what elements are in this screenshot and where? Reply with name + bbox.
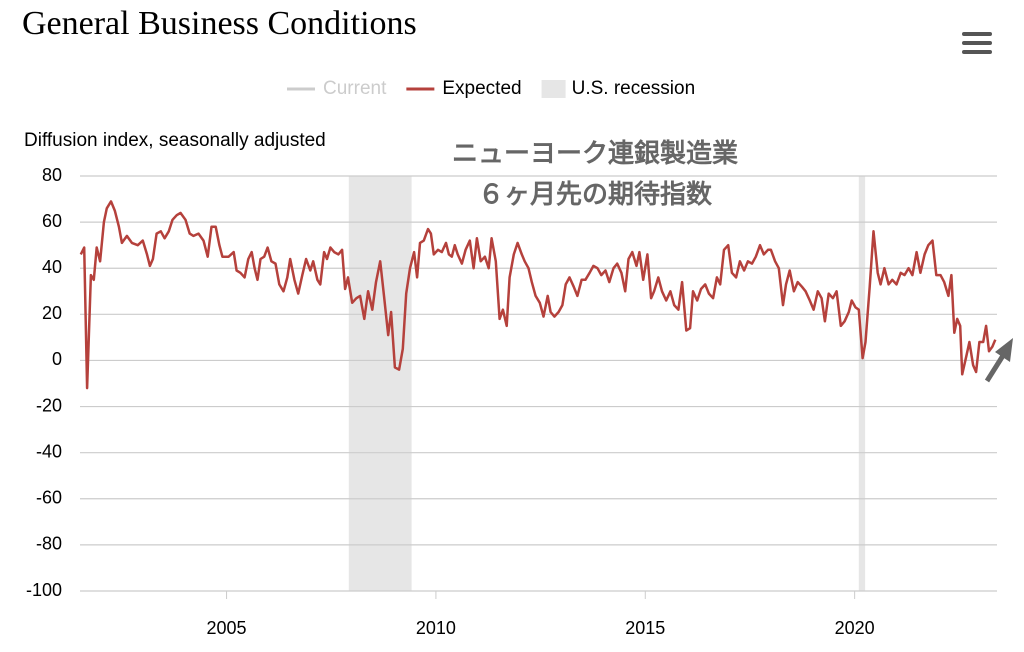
y-tick-label: 0 — [52, 349, 62, 369]
y-axis-label: Diffusion index, seasonally adjusted — [24, 130, 326, 151]
annotation: ニューヨーク連銀製造業 — [452, 138, 738, 168]
y-tick-label: -60 — [36, 488, 62, 508]
line-series — [79, 200, 997, 390]
plot-area — [79, 175, 997, 599]
recession-band — [858, 176, 866, 591]
y-tick-label: 60 — [42, 211, 62, 231]
menu-button[interactable] — [962, 32, 992, 54]
y-tick-label: -80 — [36, 534, 62, 554]
legend: Current Expected U.S. recession — [287, 78, 695, 99]
y-tick-label: 20 — [42, 303, 62, 323]
legend-label[interactable]: Current — [323, 78, 387, 99]
x-tick-label: 2015 — [625, 618, 665, 638]
arrow-head — [995, 338, 1013, 362]
menu-bar[interactable] — [962, 32, 992, 36]
recession-band — [348, 176, 412, 591]
legend-label[interactable]: U.S. recession — [572, 78, 696, 99]
arrow-shaft — [984, 352, 1007, 383]
legend-swatch — [541, 80, 566, 98]
chart-title: General Business Conditions — [22, 5, 417, 42]
x-tick-label: 2020 — [835, 618, 875, 638]
y-tick-label: -40 — [36, 441, 62, 461]
y-tick-label: -100 — [26, 580, 62, 600]
x-tick-label: 2010 — [416, 618, 456, 638]
y-tick-label: 80 — [42, 165, 62, 185]
annotation: ６ヶ月先の期待指数 — [478, 179, 713, 209]
menu-bar[interactable] — [962, 41, 992, 45]
menu-bar[interactable] — [962, 50, 992, 54]
y-tick-label: 40 — [42, 257, 62, 277]
x-tick-label: 2005 — [207, 618, 247, 638]
y-tick-label: -20 — [36, 395, 62, 415]
legend-label[interactable]: Expected — [442, 78, 521, 99]
arrow — [984, 338, 1013, 383]
